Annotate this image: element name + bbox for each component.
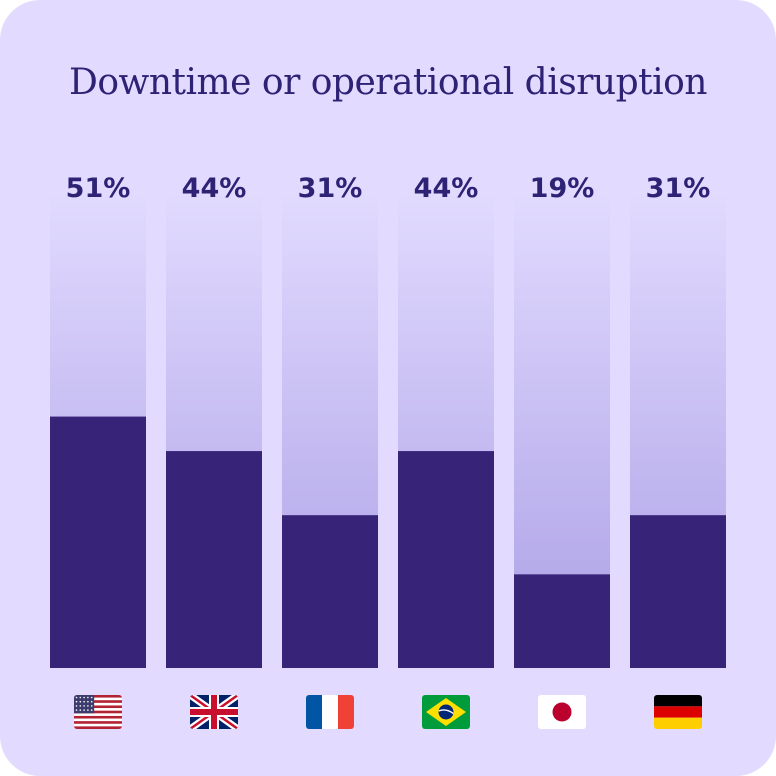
uk-flag-icon: [190, 695, 238, 729]
france-flag-icon: [306, 695, 354, 729]
bar: [282, 515, 378, 668]
bar: [166, 451, 262, 668]
japan-flag-icon: [538, 695, 586, 729]
bar: [630, 515, 726, 668]
bar: [398, 451, 494, 668]
brazil-flag-icon: [422, 695, 470, 729]
bar: [514, 574, 610, 668]
germany-flag-icon: [654, 695, 702, 729]
data-label: 44%: [182, 173, 247, 204]
chart-title: Downtime or operational disruption: [69, 62, 708, 103]
bar: [50, 416, 146, 668]
data-label: 51%: [66, 173, 131, 204]
us-flag-icon: [74, 695, 122, 729]
data-label: 19%: [530, 173, 595, 204]
data-label: 31%: [646, 173, 711, 204]
data-label: 31%: [298, 173, 363, 204]
data-label: 44%: [414, 173, 479, 204]
